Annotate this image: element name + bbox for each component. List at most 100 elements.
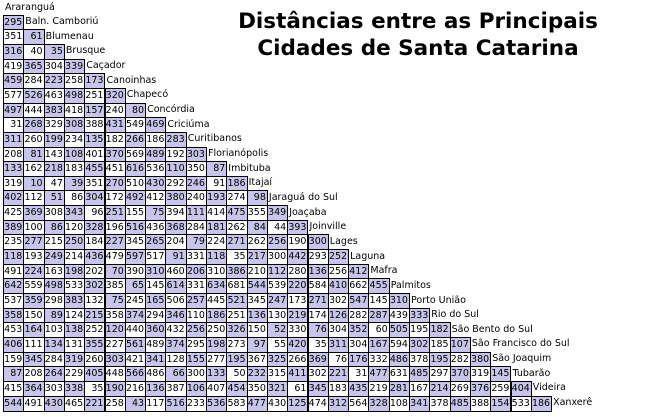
distance-cell: 352 xyxy=(348,322,370,339)
distance-cell: 577 xyxy=(3,87,25,104)
distance-cell: 100 xyxy=(23,219,45,236)
distance-cell: 319 xyxy=(3,175,25,192)
distance-cell: 358 xyxy=(3,307,25,324)
distance-cell: 280 xyxy=(287,263,309,280)
distance-cell: 150 xyxy=(246,322,268,339)
distance-cell: 86 xyxy=(63,190,86,207)
distance-cell: 298 xyxy=(43,293,65,309)
distance-cell: 662 xyxy=(348,278,370,295)
distance-cell: 345 xyxy=(23,351,45,368)
distance-cell: 444 xyxy=(23,102,45,119)
distance-cell: 385 xyxy=(104,278,126,295)
distance-cell: 497 xyxy=(3,102,25,119)
distance-cell: 533 xyxy=(510,395,532,412)
distance-cell: 614 xyxy=(165,278,187,295)
distance-cell: 489 xyxy=(145,336,167,353)
city-label: Tubarão xyxy=(512,367,551,379)
distance-cell: 61 xyxy=(23,29,45,46)
city-label: Blumenau xyxy=(45,30,94,42)
distance-cell: 208 xyxy=(23,366,45,383)
distance-cell: 86 xyxy=(43,219,65,236)
distance-cell: 330 xyxy=(287,322,309,339)
distance-cell: 136 xyxy=(145,380,167,397)
title-line-1: Distâncias entre as Principais xyxy=(238,9,598,34)
distance-cell: 270 xyxy=(104,175,126,192)
distance-cell: 182 xyxy=(429,322,451,339)
distance-cell: 516 xyxy=(124,219,147,236)
distance-cell: 111 xyxy=(23,336,45,353)
distance-cell: 117 xyxy=(145,395,167,412)
distance-cell: 616 xyxy=(124,161,147,178)
distance-cell: 262 xyxy=(246,234,268,251)
distance-cell: 315 xyxy=(266,366,289,383)
distance-cell: 224 xyxy=(23,263,45,280)
distance-cell: 479 xyxy=(104,249,126,266)
distance-cell: 221 xyxy=(84,395,106,412)
distance-cell: 310 xyxy=(388,293,410,309)
distance-cell: 310 xyxy=(206,263,228,280)
distance-cell: 393 xyxy=(287,219,309,236)
distance-cell: 182 xyxy=(104,131,126,148)
distance-cell: 257 xyxy=(185,293,207,309)
distance-cell: 240 xyxy=(185,190,207,207)
distance-cell: 120 xyxy=(104,322,126,339)
distance-cell: 406 xyxy=(3,336,25,353)
distance-cell: 133 xyxy=(3,161,25,178)
distance-cell: 183 xyxy=(63,161,86,178)
distance-cell: 162 xyxy=(23,161,45,178)
distance-cell: 97 xyxy=(246,336,268,353)
distance-cell: 442 xyxy=(287,249,309,266)
distance-cell: 435 xyxy=(348,380,370,397)
distance-cell: 368 xyxy=(165,219,187,236)
distance-cell: 136 xyxy=(307,263,329,280)
distance-cell: 262 xyxy=(226,219,248,236)
distance-cell: 536 xyxy=(206,395,228,412)
distance-cell: 132 xyxy=(84,293,106,309)
distance-cell: 388 xyxy=(84,117,106,134)
distance-cell: 364 xyxy=(23,380,45,397)
distance-cell: 681 xyxy=(226,278,248,295)
distance-cell: 486 xyxy=(145,366,167,383)
distance-cell: 164 xyxy=(23,322,45,339)
distance-cell: 185 xyxy=(429,336,451,353)
distance-cell: 215 xyxy=(84,307,106,324)
city-label: Concórdia xyxy=(147,104,195,116)
distance-cell: 308 xyxy=(43,205,65,222)
city-label: Rio do Sul xyxy=(431,309,479,321)
distance-cell: 195 xyxy=(409,322,431,339)
distance-cell: 355 xyxy=(246,205,268,222)
distance-cell: 39 xyxy=(63,175,86,192)
distance-cell: 75 xyxy=(104,293,126,309)
distance-cell: 459 xyxy=(3,73,25,90)
distance-cell: 106 xyxy=(185,380,207,397)
city-label: São Joaquim xyxy=(492,353,552,365)
distance-cell: 91 xyxy=(206,175,228,192)
distance-cell: 195 xyxy=(226,351,248,368)
distance-cell: 120 xyxy=(63,219,86,236)
distance-cell: 304 xyxy=(84,190,106,207)
distance-cell: 214 xyxy=(429,380,451,397)
distance-cell: 251 xyxy=(84,87,106,104)
distance-cell: 505 xyxy=(388,322,410,339)
distance-cell: 350 xyxy=(185,161,207,178)
distance-cell: 341 xyxy=(409,395,431,412)
distance-cell: 266 xyxy=(287,351,309,368)
title-line-2: Cidades de Santa Catarina xyxy=(257,36,579,61)
city-label: Araranguá xyxy=(5,1,55,13)
distance-cell: 486 xyxy=(388,351,410,368)
distance-cell: 345 xyxy=(124,234,147,251)
distance-cell: 250 xyxy=(63,234,86,251)
city-label: Porto União xyxy=(411,294,466,306)
distance-cell: 370 xyxy=(104,146,126,163)
distance-cell: 251 xyxy=(226,307,248,324)
distance-cell: 125 xyxy=(287,395,309,412)
distance-cell: 131 xyxy=(63,336,86,353)
city-label: Lages xyxy=(329,235,358,247)
city-label: Criciúma xyxy=(167,118,210,130)
distance-cell: 79 xyxy=(185,234,207,251)
distance-cell: 47 xyxy=(43,175,65,192)
distance-cell: 91 xyxy=(165,249,187,266)
distance-cell: 186 xyxy=(145,131,167,148)
distance-cell: 210 xyxy=(246,263,268,280)
distance-cell: 319 xyxy=(469,366,492,383)
